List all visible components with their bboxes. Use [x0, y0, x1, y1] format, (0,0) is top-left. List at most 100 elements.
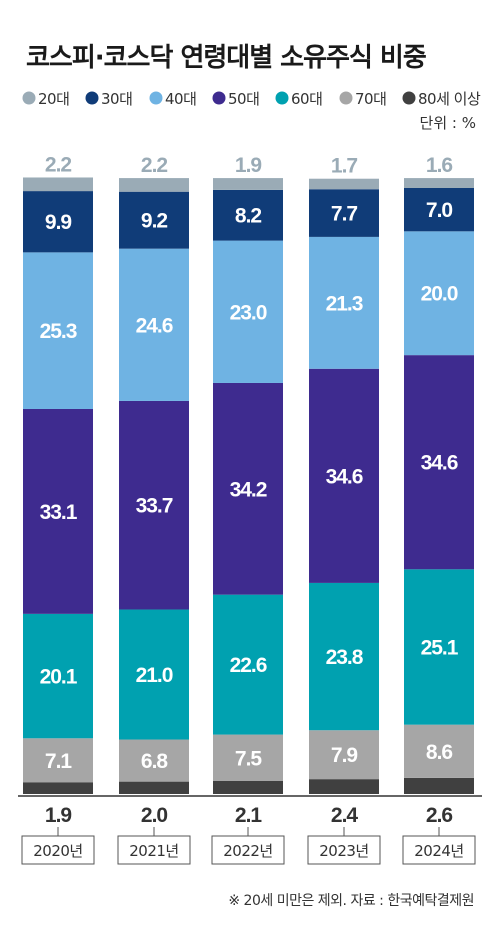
- bar-segment-3-5: [213, 240, 283, 383]
- data-label-2-7: 2.2: [141, 154, 168, 177]
- data-label-3-7: 1.9: [235, 154, 262, 177]
- data-label-5-4: 34.6: [421, 452, 458, 475]
- bar-segment-5-3: [404, 569, 474, 725]
- data-label-4-4: 34.6: [326, 465, 363, 488]
- legend-item-7-label: 80세 이상: [418, 90, 481, 108]
- x-tick-box-2: [117, 835, 191, 865]
- x-tick-label-3: 2022년: [223, 842, 272, 860]
- data-label-1-7: 2.2: [45, 153, 72, 176]
- data-label-2-1: 2.0: [141, 804, 168, 827]
- bar-segment-4-4: [309, 368, 379, 583]
- x-tick-label-4: 2023년: [319, 842, 368, 860]
- bar-segment-5-1: [404, 777, 474, 794]
- x-tick-3: 2022년: [211, 827, 285, 865]
- data-label-3-1: 2.1: [235, 804, 263, 827]
- x-tick-label-1: 2020년: [33, 842, 82, 860]
- bar-segment-3-4: [213, 382, 283, 595]
- legend-item-5-label: 60대: [291, 90, 322, 108]
- bar-segment-1-7: [23, 177, 93, 192]
- bar-segment-4-2: [309, 730, 379, 780]
- data-label-2-4: 33.7: [136, 495, 173, 518]
- bar-segment-1-6: [23, 191, 93, 253]
- x-tick-5: 2024년: [402, 827, 476, 865]
- bar-segment-4-6: [309, 189, 379, 237]
- data-label-4-1: 2.4: [331, 804, 359, 827]
- data-label-5-3: 25.1: [421, 636, 459, 659]
- bar-segment-4-7: [309, 178, 379, 190]
- legend-item-3: 40대: [149, 90, 197, 108]
- x-tick-label-5: 2024년: [414, 842, 463, 860]
- legend-item-1-swatch: [22, 91, 36, 105]
- bar-segment-1-3: [23, 613, 93, 739]
- bar-group-1: 1.9 7.1 20.1 33.1 25.3 9.9 2.2: [23, 153, 93, 827]
- legend-item-2: 30대: [85, 90, 133, 108]
- x-axis: 2020년 2021년 2022년 2023년 2024년: [21, 827, 476, 865]
- data-label-5-7: 1.6: [426, 154, 453, 177]
- source-note: ※ 20세 미만은 제외. 자료 : 한국예탁결제원: [228, 893, 474, 909]
- bar-segment-2-4: [119, 400, 189, 610]
- data-label-5-1: 2.6: [426, 804, 453, 827]
- legend-item-4-swatch: [212, 91, 226, 105]
- data-label-1-5: 25.3: [40, 320, 77, 343]
- bar-segment-3-6: [213, 189, 283, 241]
- legend-item-2-label: 30대: [101, 90, 132, 108]
- legend-item-1: 20대: [22, 90, 70, 108]
- data-label-1-2: 7.1: [45, 750, 73, 773]
- legend-item-3-swatch: [149, 91, 163, 105]
- bar-segment-3-2: [213, 734, 283, 782]
- bar-segment-3-1: [213, 781, 283, 794]
- x-tick-box-3: [211, 835, 285, 865]
- legend-item-3-label: 40대: [165, 90, 196, 108]
- data-label-3-3: 22.6: [230, 654, 267, 677]
- bar-segment-2-3: [119, 609, 189, 740]
- legend-item-6-label: 70대: [355, 90, 386, 108]
- bars: 1.9 7.1 20.1 33.1 25.3 9.9 2.2 2.0 6.8 21.0 33.7 24…: [23, 153, 474, 827]
- x-tick-1: 2020년: [21, 827, 95, 865]
- bar-segment-2-1: [119, 781, 189, 794]
- data-label-2-3: 21.0: [136, 664, 173, 687]
- data-label-4-6: 7.7: [331, 203, 358, 226]
- data-label-4-2: 7.9: [331, 744, 358, 767]
- data-label-1-6: 9.9: [45, 211, 72, 234]
- bar-segment-5-4: [404, 355, 474, 570]
- bar-group-5: 2.6 8.6 25.1 34.6 20.0 7.0 1.6: [404, 154, 474, 827]
- data-label-3-5: 23.0: [230, 301, 267, 324]
- legend-item-7: 80세 이상: [402, 90, 481, 108]
- bar-group-4: 2.4 7.9 23.8 34.6 21.3 7.7 1.7: [309, 155, 379, 827]
- bar-segment-1-1: [23, 782, 93, 794]
- data-label-5-5: 20.0: [421, 283, 458, 306]
- data-label-1-3: 20.1: [40, 666, 78, 689]
- bar-group-2: 2.0 6.8 21.0 33.7 24.6 9.2 2.2: [119, 154, 189, 827]
- legend-item-7-swatch: [402, 91, 416, 105]
- bar-segment-2-6: [119, 191, 189, 249]
- bar-segment-1-5: [23, 252, 93, 409]
- legend-item-6-swatch: [339, 91, 353, 105]
- bar-segment-2-2: [119, 739, 189, 782]
- legend-item-6: 70대: [339, 90, 387, 108]
- data-label-2-5: 24.6: [136, 314, 173, 337]
- x-tick-label-2: 2021년: [129, 842, 178, 860]
- x-tick-4: 2023년: [307, 827, 381, 865]
- bar-segment-1-4: [23, 408, 93, 614]
- data-label-3-4: 34.2: [230, 478, 267, 501]
- data-label-5-6: 7.0: [426, 199, 453, 222]
- bar-segment-2-5: [119, 248, 189, 401]
- data-label-1-4: 33.1: [40, 501, 78, 524]
- bar-segment-3-3: [213, 594, 283, 735]
- x-tick-box-1: [21, 835, 95, 865]
- data-label-4-5: 21.3: [326, 292, 363, 315]
- bar-segment-5-7: [404, 178, 474, 188]
- chart-title: 코스피·코스닥 연령대별 소유주식 비중: [26, 43, 426, 73]
- x-tick-box-4: [307, 835, 381, 865]
- data-label-5-2: 8.6: [426, 741, 453, 764]
- data-label-1-1: 1.9: [45, 804, 72, 827]
- data-label-4-3: 23.8: [326, 646, 364, 669]
- data-label-2-6: 9.2: [141, 210, 168, 233]
- legend-item-4: 50대: [212, 90, 260, 108]
- data-label-4-7: 1.7: [331, 155, 358, 178]
- legend-item-5-swatch: [275, 91, 289, 105]
- bar-segment-4-3: [309, 582, 379, 731]
- bar-segment-4-5: [309, 236, 379, 369]
- bar-segment-4-1: [309, 779, 379, 794]
